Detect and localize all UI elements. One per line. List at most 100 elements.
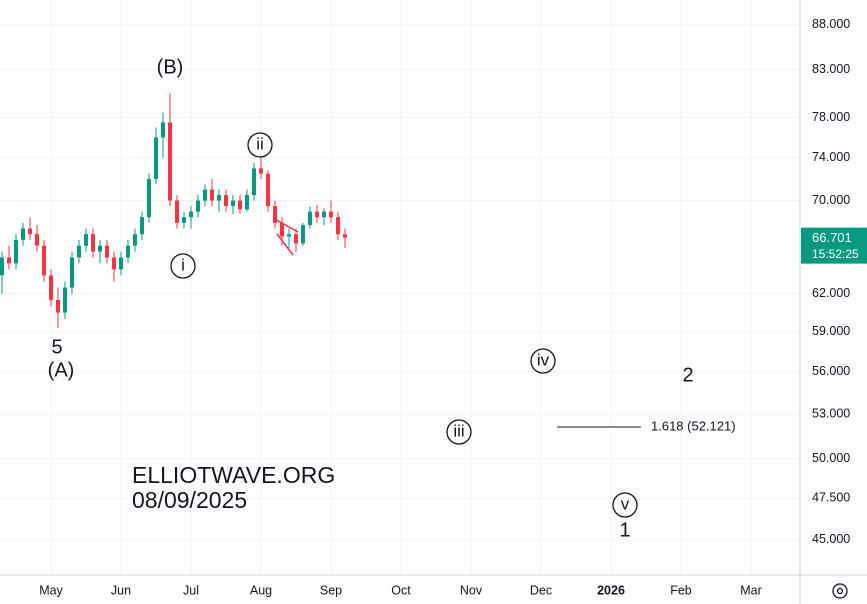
candle-body: [154, 137, 158, 179]
y-tick-label: 47.500: [812, 491, 850, 505]
fib-label: 1.618 (52.121): [651, 418, 736, 433]
watermark: 08/09/2025: [132, 487, 247, 513]
wave-circle: [530, 348, 556, 374]
y-tick-label: 45.000: [812, 532, 850, 546]
candle-body: [203, 189, 207, 201]
candle-body: [196, 200, 200, 212]
candle-body: [189, 211, 193, 218]
x-tick-label: Oct: [391, 583, 411, 597]
candles: [0, 93, 347, 328]
candle-body: [49, 275, 53, 300]
candle-body: [182, 217, 186, 223]
candle-body: [266, 173, 270, 207]
candle-body: [70, 257, 74, 288]
candle-body: [161, 122, 165, 138]
candle-body: [7, 257, 11, 264]
candle-body: [175, 200, 179, 223]
candle-body: [287, 234, 291, 237]
settings-icon-center: [836, 587, 844, 595]
wave-label: i: [181, 255, 185, 274]
y-tick-label: 59.000: [812, 324, 850, 338]
wave-label: 1: [619, 519, 630, 541]
y-tick-label: 88.000: [812, 17, 850, 31]
candle-body: [77, 245, 81, 258]
candle-body: [308, 211, 312, 226]
candle-body: [112, 257, 116, 270]
candle-body: [28, 228, 32, 235]
y-tick-label: 62.000: [812, 286, 850, 300]
candle-body: [245, 195, 249, 210]
candle-body: [42, 245, 46, 276]
wave-circle: [170, 253, 196, 279]
candle-body: [14, 239, 18, 264]
x-tick-label: Aug: [250, 583, 272, 597]
candle-body: [35, 234, 39, 246]
candle-body: [119, 257, 123, 270]
x-tick-label: Mar: [740, 583, 762, 597]
wave-label: ii: [256, 134, 264, 153]
x-tick-label: 2026: [597, 583, 625, 597]
candle-body: [210, 189, 214, 201]
candle-body: [63, 287, 67, 313]
candle-body: [252, 168, 256, 196]
candle-body: [336, 217, 340, 235]
candle-body: [217, 195, 221, 201]
candle-body: [273, 206, 277, 223]
candle-body: [343, 234, 347, 238]
candle-body: [238, 200, 242, 210]
wave-circle: [446, 419, 472, 445]
wedge-line: [272, 217, 299, 233]
y-tick-label: 78.000: [812, 110, 850, 124]
x-tick-label: May: [39, 583, 63, 597]
wave-circle: [612, 492, 638, 518]
x-tick-label: Jun: [111, 583, 131, 597]
candle-body: [294, 234, 298, 244]
candle-body: [91, 234, 95, 252]
candle-body: [315, 211, 319, 218]
candle-body: [301, 225, 305, 244]
x-tick-label: Feb: [670, 583, 692, 597]
candle-body: [56, 299, 60, 313]
y-tick-label: 74.000: [812, 150, 850, 164]
candle-body: [98, 245, 102, 252]
x-tick-label: Dec: [530, 583, 552, 597]
candle-body: [322, 211, 326, 218]
wedge-line: [276, 233, 294, 256]
candle-body: [329, 211, 333, 218]
candle-body: [84, 234, 88, 246]
x-tick-label: Jul: [183, 583, 199, 597]
x-tick-label: Nov: [460, 583, 483, 597]
y-tick-label: 53.000: [812, 406, 850, 420]
candle-body: [168, 122, 172, 201]
candle-body: [105, 245, 109, 258]
candle-body: [147, 178, 151, 218]
wave-label: iii: [453, 421, 464, 440]
candle-body: [133, 234, 137, 246]
settings-icon[interactable]: [832, 583, 848, 599]
wave-label: 5: [51, 336, 62, 358]
wave-label: (B): [157, 56, 184, 78]
y-tick-label: 83.000: [812, 62, 850, 76]
wave-label: v: [621, 494, 630, 513]
price-tag: [801, 227, 867, 264]
watermark: ELLIOTWAVE.ORG: [132, 462, 335, 488]
candle-body: [231, 200, 235, 207]
price-tag-countdown: 15:52:25: [812, 247, 859, 261]
wave-label: iv: [537, 350, 550, 369]
candle-body: [0, 257, 4, 276]
grid: [0, 0, 800, 575]
price-tag-value: 66.701: [812, 230, 852, 245]
wave-circle: [247, 132, 273, 158]
y-tick-label: 50.000: [812, 451, 850, 465]
y-tick-label: 56.000: [812, 364, 850, 378]
candle-body: [126, 245, 130, 258]
wave-label: (A): [48, 359, 75, 381]
candle-body: [259, 168, 263, 174]
candle-body: [21, 228, 25, 240]
wave-label: 2: [682, 364, 693, 386]
candle-body: [224, 195, 228, 207]
candle-body: [280, 222, 284, 237]
y-tick-label: 70.000: [812, 193, 850, 207]
x-tick-label: Sep: [320, 583, 342, 597]
